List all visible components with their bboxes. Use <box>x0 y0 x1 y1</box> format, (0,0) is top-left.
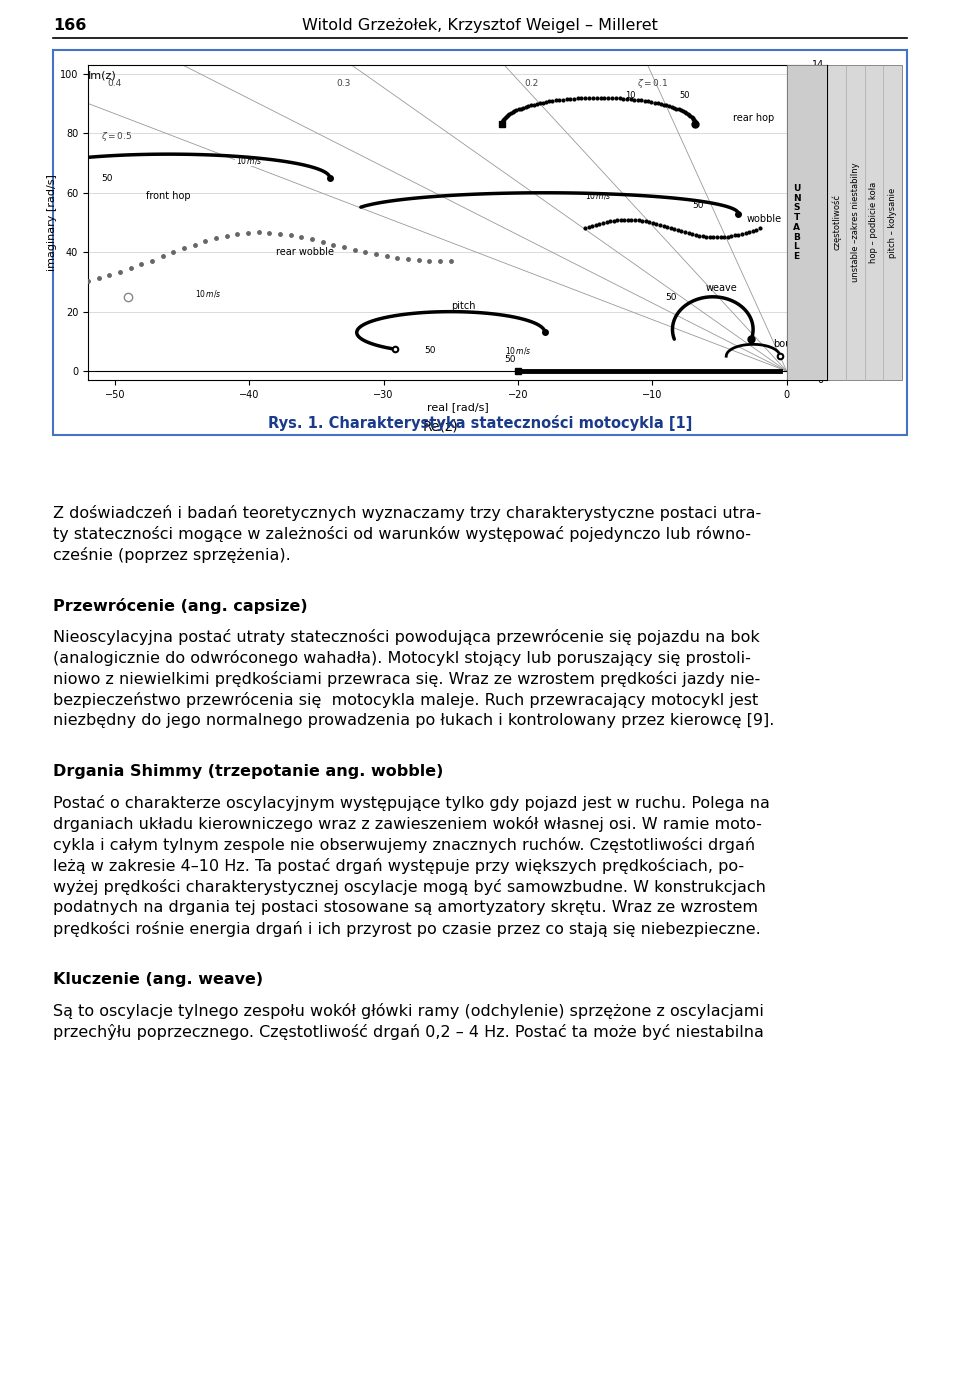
Text: 4: 4 <box>818 285 824 295</box>
Text: podatnych na drgania tej postaci stosowane są amortyzatory skrętu. Wraz ze wzros: podatnych na drgania tej postaci stosowa… <box>53 900 758 915</box>
Text: 10: 10 <box>626 91 636 99</box>
Text: U
N
S
T
A
B
L
E: U N S T A B L E <box>793 184 801 261</box>
Text: $10\,m/s$: $10\,m/s$ <box>236 155 262 166</box>
Text: Witold Grzeżołek, Krzysztof Weigel – Milleret: Witold Grzeżołek, Krzysztof Weigel – Mil… <box>302 18 658 34</box>
Text: 6: 6 <box>818 240 824 250</box>
Text: bezpieczeństwo przewrócenia się  motocykla maleje. Ruch przewracający motocykl j: bezpieczeństwo przewrócenia się motocykl… <box>53 692 758 708</box>
Text: unstable –zakres niestabilny: unstable –zakres niestabilny <box>851 162 859 282</box>
Text: Postać o charakterze oscylacyjnym występujące tylko gdy pojazd jest w ruchu. Pol: Postać o charakterze oscylacyjnym występ… <box>53 795 770 812</box>
Text: 8: 8 <box>818 196 824 205</box>
Text: niowo z niewielkimi prędkościami przewraca się. Wraz ze wzrostem prędkości jazdy: niowo z niewielkimi prędkościami przewra… <box>53 671 760 687</box>
Text: front hop: front hop <box>146 191 191 201</box>
Text: Im(z): Im(z) <box>88 71 117 81</box>
Text: weave: weave <box>706 282 738 293</box>
Text: 0.3: 0.3 <box>336 78 350 88</box>
Text: niezbędny do jego normalnego prowadzenia po łukach i kontrolowany przez kierowcę: niezbędny do jego normalnego prowadzenia… <box>53 712 775 728</box>
Text: $\zeta=0.1$: $\zeta=0.1$ <box>636 77 668 89</box>
Text: bounce: bounce <box>773 339 809 349</box>
Text: prędkości rośnie energia drgań i ich przyrost po czasie przez co stają się niebe: prędkości rośnie energia drgań i ich prz… <box>53 921 760 937</box>
Text: 2: 2 <box>818 330 824 339</box>
Text: cześnie (poprzez sprzężenia).: cześnie (poprzez sprzężenia). <box>53 548 291 563</box>
Text: 50: 50 <box>424 346 436 355</box>
Text: Są to oscylacje tylnego zespołu wokół główki ramy (odchylenie) sprzężone z oscyl: Są to oscylacje tylnego zespołu wokół gł… <box>53 1003 764 1018</box>
Text: Nieoscylacyjna postać utraty stateczności powodująca przewrócenie się pojazdu na: Nieoscylacyjna postać utraty statecznośc… <box>53 629 759 645</box>
Text: hop – podbicie koła: hop – podbicie koła <box>870 182 878 263</box>
Bar <box>827 66 902 380</box>
Text: 0.4: 0.4 <box>108 78 122 88</box>
Text: 50: 50 <box>102 173 113 183</box>
Text: cykla i całym tylnym zespole nie obserwujemy znacznych ruchów. Częstotliwości dr: cykla i całym tylnym zespole nie obserwu… <box>53 837 756 854</box>
Text: rear hop: rear hop <box>732 113 774 123</box>
Text: 0: 0 <box>818 374 824 386</box>
Text: rear wobble: rear wobble <box>276 247 334 257</box>
Bar <box>786 66 827 380</box>
Text: capsize: capsize <box>791 370 828 380</box>
Text: $\zeta=0.5$: $\zeta=0.5$ <box>102 130 133 144</box>
Y-axis label: imaginary [rad/s]: imaginary [rad/s] <box>47 175 58 271</box>
Text: drganiach układu kierowniczego wraz z zawieszeniem wokół własnej osi. W ramie mo: drganiach układu kierowniczego wraz z za… <box>53 816 762 833</box>
Text: Rys. 1. Charakterystyka stateczności motocykla [1]: Rys. 1. Charakterystyka stateczności mot… <box>268 415 692 432</box>
Text: 50: 50 <box>505 355 516 365</box>
Text: $10\,m/s$: $10\,m/s$ <box>196 288 223 299</box>
Text: Z doświadczeń i badań teoretycznych wyznaczamy trzy charakterystyczne postaci ut: Z doświadczeń i badań teoretycznych wyzn… <box>53 504 761 521</box>
Text: 50: 50 <box>679 91 689 99</box>
Text: 14: 14 <box>812 60 824 70</box>
Text: (analogicznie do odwróconego wahadła). Motocykl stojący lub poruszający się pros: (analogicznie do odwróconego wahadła). M… <box>53 650 751 666</box>
Text: 12: 12 <box>811 105 824 115</box>
Text: Kluczenie (ang. weave): Kluczenie (ang. weave) <box>53 972 263 988</box>
Text: pitch – kołysanie: pitch – kołysanie <box>888 187 898 257</box>
Text: Drgania Shimmy (trzepotanie ang. wobble): Drgania Shimmy (trzepotanie ang. wobble) <box>53 764 444 780</box>
Text: Re(z): Re(z) <box>422 420 458 434</box>
Text: 50: 50 <box>692 201 704 210</box>
Text: $10\,m/s$: $10\,m/s$ <box>505 345 531 356</box>
X-axis label: real [rad/s]: real [rad/s] <box>426 402 489 412</box>
Text: Przewrócenie (ang. capsize): Przewrócenie (ang. capsize) <box>53 598 307 615</box>
Text: częstotliwość: częstotliwość <box>831 194 841 250</box>
Text: wobble: wobble <box>746 215 781 225</box>
Text: $10\,m/s$: $10\,m/s$ <box>586 190 612 201</box>
Text: leżą w zakresie 4–10 Hz. Ta postać drgań występuje przy większych prędkościach, : leżą w zakresie 4–10 Hz. Ta postać drgań… <box>53 858 744 875</box>
Text: 0.2: 0.2 <box>524 78 539 88</box>
Text: 166: 166 <box>53 18 86 34</box>
Text: przechŷłu poprzecznego. Częstotliwość drgań 0,2 – 4 Hz. Postać ta może być niest: przechŷłu poprzecznego. Częstotliwość dr… <box>53 1024 764 1039</box>
Text: 50: 50 <box>666 293 677 302</box>
Text: ty stateczności mogące w zależności od warunków występować pojedynczo lub równo-: ty stateczności mogące w zależności od w… <box>53 527 751 542</box>
Bar <box>53 50 907 434</box>
Text: wyżej prędkości charakterystycznej oscylacje mogą być samowzbudne. W konstrukcja: wyżej prędkości charakterystycznej oscyl… <box>53 879 766 895</box>
Text: pitch: pitch <box>451 300 475 310</box>
Text: 10: 10 <box>812 149 824 161</box>
